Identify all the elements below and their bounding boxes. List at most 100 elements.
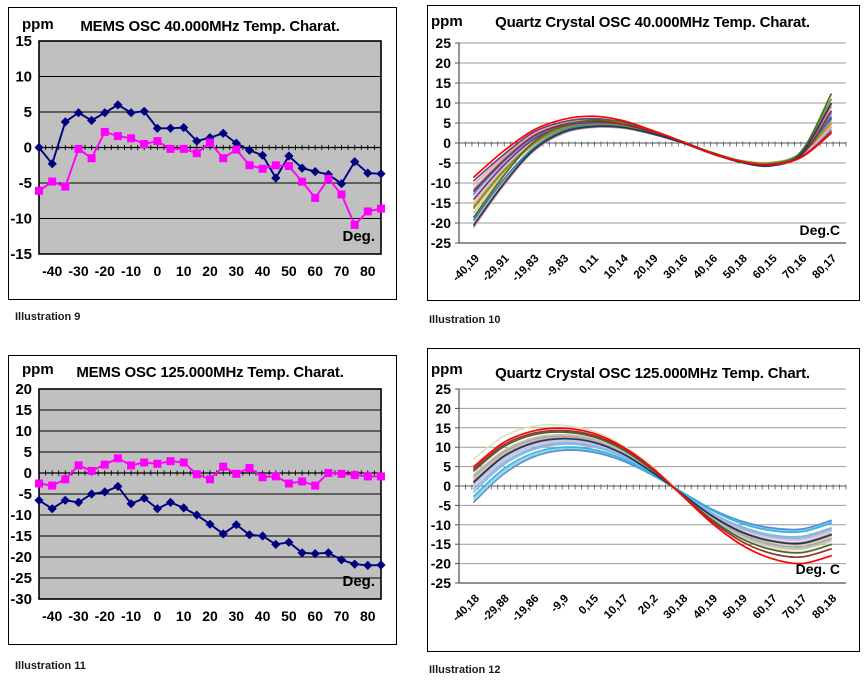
svg-text:-5: -5 <box>439 497 452 513</box>
svg-text:5: 5 <box>24 444 32 461</box>
svg-text:-9,83: -9,83 <box>544 253 571 280</box>
svg-text:5: 5 <box>443 115 451 131</box>
illustration-caption: Illustration 9 <box>15 311 81 323</box>
svg-text:0: 0 <box>154 608 162 624</box>
panel-quartz-40mhz: 25 20 15 10 5 0 -5 -10 -15 -20 -25 -40,19 -29,91 -19,… <box>427 5 860 301</box>
svg-text:-10: -10 <box>121 263 141 279</box>
svg-text:40,19: 40,19 <box>691 593 720 622</box>
chart-title: MEMS OSC 125.000MHz Temp. Charat. <box>76 364 344 381</box>
svg-text:-20: -20 <box>10 549 32 566</box>
svg-text:30: 30 <box>229 263 245 279</box>
svg-text:-29,88: -29,88 <box>480 592 512 624</box>
svg-text:20,19: 20,19 <box>632 253 661 282</box>
illustration-caption: Illustration 11 <box>15 660 86 672</box>
svg-text:25: 25 <box>435 35 451 51</box>
chart-title: Quartz Crystal OSC 40.000MHz Temp. Chara… <box>495 14 810 31</box>
svg-text:60: 60 <box>307 608 323 624</box>
svg-text:40,16: 40,16 <box>691 253 720 282</box>
svg-text:-10: -10 <box>121 608 141 624</box>
svg-text:60,17: 60,17 <box>751 593 780 622</box>
y-axis-unit-label: ppm <box>431 13 463 30</box>
svg-text:5: 5 <box>24 104 32 121</box>
svg-text:-25: -25 <box>431 575 451 591</box>
svg-text:10: 10 <box>435 439 451 455</box>
svg-text:10: 10 <box>435 95 451 111</box>
svg-text:-20: -20 <box>431 556 451 572</box>
svg-text:50: 50 <box>281 263 297 279</box>
svg-text:0: 0 <box>24 465 32 482</box>
svg-text:-10: -10 <box>431 175 451 191</box>
svg-text:70: 70 <box>334 608 350 624</box>
svg-text:0: 0 <box>443 478 451 494</box>
svg-text:60,15: 60,15 <box>751 252 780 281</box>
svg-text:0,11: 0,11 <box>577 252 601 276</box>
svg-text:-40,18: -40,18 <box>450 592 482 624</box>
svg-text:-15: -15 <box>10 246 32 263</box>
svg-text:-30: -30 <box>68 608 88 624</box>
x-axis-unit-label: Deg. <box>342 228 375 245</box>
svg-text:-10: -10 <box>431 517 451 533</box>
svg-text:-25: -25 <box>10 570 32 587</box>
chart-title: Quartz Crystal OSC 125.000MHz Temp. Char… <box>495 365 810 382</box>
svg-text:30: 30 <box>229 608 245 624</box>
svg-text:60: 60 <box>307 263 323 279</box>
svg-text:20: 20 <box>435 55 451 71</box>
svg-text:-5: -5 <box>19 175 32 192</box>
svg-text:-10: -10 <box>10 211 32 228</box>
svg-text:50: 50 <box>281 608 297 624</box>
svg-text:-40: -40 <box>42 608 62 624</box>
svg-text:-5: -5 <box>19 486 32 503</box>
svg-text:-20: -20 <box>95 263 115 279</box>
x-axis-unit-label: Deg.C <box>799 222 840 238</box>
illustration-caption: Illustration 10 <box>429 314 501 326</box>
svg-text:40: 40 <box>255 608 271 624</box>
panel-mems-40mhz: 15 10 5 0 -5 -10 -15 -40 -30 -20 -10 0 10 20 30 40 50 60 7… <box>8 7 397 300</box>
svg-text:50,18: 50,18 <box>721 252 750 281</box>
svg-text:-19,86: -19,86 <box>510 593 542 625</box>
svg-text:-30: -30 <box>68 263 88 279</box>
y-axis-unit-label: ppm <box>431 361 463 378</box>
x-axis-unit-label: Deg. <box>342 573 375 590</box>
y-axis-unit-label: ppm <box>22 16 54 33</box>
svg-text:0: 0 <box>443 135 451 151</box>
svg-text:20,2: 20,2 <box>636 593 660 617</box>
svg-text:15: 15 <box>15 402 32 419</box>
svg-text:30,18: 30,18 <box>662 592 691 621</box>
y-axis-unit-label: ppm <box>22 361 54 378</box>
svg-text:20: 20 <box>435 400 451 416</box>
x-axis-unit-label: Deg. C <box>795 561 840 577</box>
svg-text:15: 15 <box>435 75 451 91</box>
svg-text:30,16: 30,16 <box>662 253 691 282</box>
svg-text:-40,19: -40,19 <box>450 253 482 285</box>
svg-text:80,18: 80,18 <box>810 592 839 621</box>
quartz-40mhz-chart: 25 20 15 10 5 0 -5 -10 -15 -20 -25 -40,19-29,91-19,… <box>431 35 847 285</box>
svg-text:-15: -15 <box>431 536 451 552</box>
svg-text:-30: -30 <box>10 591 32 608</box>
svg-text:70,16: 70,16 <box>781 253 810 282</box>
svg-text:10: 10 <box>176 263 192 279</box>
svg-text:10: 10 <box>15 69 32 86</box>
illustration-caption: Illustration 12 <box>429 664 501 676</box>
svg-text:50,19: 50,19 <box>721 593 750 622</box>
svg-text:15: 15 <box>435 420 451 436</box>
svg-text:80,17: 80,17 <box>810 253 839 282</box>
quartz-125mhz-chart: 25 20 15 10 5 0 -5 -10 -15 -20 -25-40,18-29,88-19,… <box>431 381 847 625</box>
svg-text:-29,91: -29,91 <box>480 252 512 284</box>
panel-quartz-125mhz: 25 20 15 10 5 0 -5 -10 -15 -20 -25 -40,18 -29,88 -19,… <box>427 348 860 652</box>
svg-text:70,17: 70,17 <box>781 593 810 622</box>
svg-text:20: 20 <box>15 381 32 398</box>
svg-text:0: 0 <box>154 263 162 279</box>
svg-text:15: 15 <box>15 33 32 50</box>
svg-text:10,14: 10,14 <box>602 252 631 281</box>
svg-text:20: 20 <box>202 263 218 279</box>
svg-text:-19,83: -19,83 <box>510 253 542 285</box>
svg-text:-15: -15 <box>431 195 451 211</box>
svg-text:-40: -40 <box>42 263 62 279</box>
svg-text:80: 80 <box>360 608 376 624</box>
svg-text:-20: -20 <box>431 215 451 231</box>
svg-text:10,17: 10,17 <box>602 593 631 622</box>
svg-text:-20: -20 <box>95 608 115 624</box>
